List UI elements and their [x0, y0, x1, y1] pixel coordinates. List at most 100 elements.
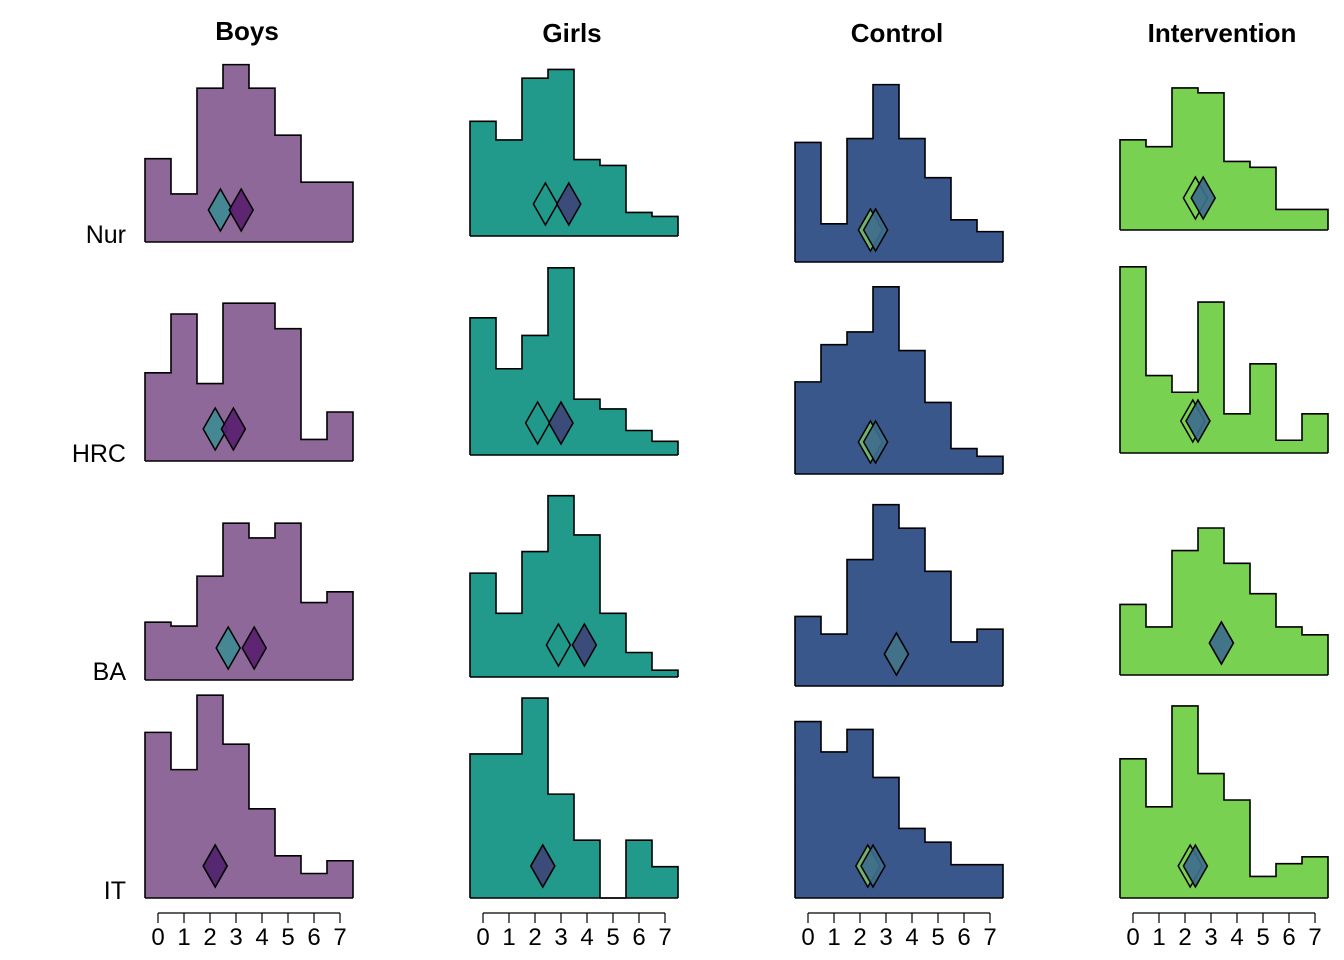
x-tick-label-control-0: 0	[801, 924, 814, 951]
panel-girls-it	[469, 697, 679, 899]
histogram-outline-intervention-it	[1119, 705, 1329, 898]
x-tick-label-girls-0: 0	[476, 924, 489, 951]
x-tick-label-control-2: 2	[853, 924, 866, 951]
histogram-area-boys-hrc	[145, 303, 353, 461]
column-titles: Boys Girls Control Intervention	[215, 16, 1296, 48]
row-label-ba: BA	[93, 658, 127, 686]
histogram-outline-girls-ba	[469, 494, 679, 677]
row-label-hrc: HRC	[72, 440, 126, 468]
x-tick-label-girls-6: 6	[632, 924, 645, 951]
histogram-panels	[144, 63, 1329, 899]
mean-marker-girls-ba-a	[545, 622, 572, 668]
mean-marker-control-ba-b	[883, 631, 910, 677]
x-tick-label-control-5: 5	[931, 924, 944, 951]
x-tick-label-girls-3: 3	[554, 924, 567, 951]
mean-marker-girls-hrc-a	[524, 400, 551, 446]
histogram-outline-intervention-ba	[1119, 527, 1329, 675]
x-tick-label-girls-1: 1	[502, 924, 515, 951]
histogram-outline-control-it	[794, 720, 1004, 898]
row-labels: Nur HRC BA IT	[72, 221, 126, 905]
x-tick-label-girls-5: 5	[606, 924, 619, 951]
panel-boys-ba	[144, 522, 354, 681]
mean-marker-boys-hrc-b	[220, 406, 247, 452]
x-tick-label-boys-5: 5	[281, 924, 294, 951]
x-tick-label-girls-2: 2	[528, 924, 541, 951]
panel-control-it	[794, 720, 1004, 899]
panel-girls-hrc	[469, 267, 679, 456]
histogram-outline-control-nur	[794, 83, 1004, 262]
mean-marker-intervention-hrc-b	[1185, 398, 1211, 444]
mean-marker-boys-ba-b	[241, 625, 268, 671]
mean-marker-boys-nur-b	[228, 187, 255, 233]
mean-marker-intervention-nur-b	[1190, 175, 1217, 221]
panel-intervention-hrc	[1119, 266, 1329, 454]
histogram-outline-boys-it	[144, 694, 354, 898]
panel-boys-hrc	[144, 302, 354, 462]
mean-marker-control-it-b	[860, 843, 886, 889]
histogram-outline-intervention-nur	[1119, 87, 1329, 230]
x-tick-label-boys-0: 0	[151, 924, 164, 951]
mean-marker-control-nur-b	[862, 207, 889, 253]
mean-marker-girls-ba-b	[571, 622, 598, 668]
row-label-it: IT	[104, 877, 126, 905]
x-tick-label-boys-2: 2	[203, 924, 216, 951]
mean-marker-boys-ba-a	[215, 625, 242, 671]
x-tick-label-intervention-7: 7	[1308, 924, 1321, 951]
column-title-boys: Boys	[215, 16, 279, 46]
x-tick-label-control-7: 7	[983, 924, 996, 951]
histogram-outline-intervention-hrc	[1119, 266, 1329, 453]
histogram-outline-control-hrc	[794, 286, 1004, 474]
x-tick-label-intervention-5: 5	[1256, 924, 1269, 951]
mean-marker-girls-nur-b	[555, 181, 582, 227]
histogram-outline-control-ba	[794, 503, 1004, 686]
column-title-control: Control	[851, 18, 943, 48]
x-tick-label-intervention-1: 1	[1152, 924, 1165, 951]
mean-marker-girls-hrc-b	[548, 400, 574, 446]
panel-girls-ba	[469, 494, 679, 678]
x-tick-label-boys-6: 6	[307, 924, 320, 951]
x-tick-label-control-3: 3	[879, 924, 892, 951]
mean-marker-intervention-it-b	[1182, 843, 1209, 889]
x-tick-label-control-4: 4	[905, 924, 918, 951]
x-tick-label-control-1: 1	[827, 924, 840, 951]
panel-intervention-nur	[1119, 87, 1329, 231]
histogram-outline-boys-nur	[144, 63, 354, 242]
x-tick-label-intervention-6: 6	[1282, 924, 1295, 951]
histogram-outline-girls-it	[469, 697, 679, 899]
panel-intervention-it	[1119, 705, 1329, 899]
x-tick-label-girls-4: 4	[580, 924, 593, 951]
histogram-outline-girls-hrc	[469, 267, 679, 455]
mean-marker-girls-nur-a	[532, 181, 559, 227]
x-tick-label-intervention-3: 3	[1204, 924, 1217, 951]
x-tick-label-girls-7: 7	[658, 924, 671, 951]
mean-marker-intervention-ba-b	[1208, 620, 1235, 666]
x-tick-label-intervention-2: 2	[1178, 924, 1191, 951]
histogram-area-intervention-it	[1120, 705, 1328, 898]
x-tick-label-intervention-0: 0	[1126, 924, 1139, 951]
x-tick-label-control-6: 6	[957, 924, 970, 951]
mean-marker-boys-hrc-a	[202, 406, 229, 452]
row-label-nur: Nur	[86, 221, 126, 249]
mean-marker-control-hrc-b	[862, 419, 889, 465]
histogram-outline-girls-nur	[469, 68, 679, 236]
mean-marker-girls-it-b	[529, 843, 556, 889]
column-title-intervention: Intervention	[1148, 18, 1297, 48]
panel-boys-it	[144, 694, 354, 899]
panel-boys-nur	[144, 63, 354, 243]
histogram-outline-boys-hrc	[144, 302, 354, 461]
x-tick-label-boys-4: 4	[255, 924, 268, 951]
panel-intervention-ba	[1119, 527, 1329, 676]
mean-marker-boys-it-b	[202, 843, 229, 889]
panel-control-ba	[794, 503, 1004, 687]
panel-control-hrc	[794, 286, 1004, 475]
x-tick-label-boys-1: 1	[177, 924, 190, 951]
x-tick-label-intervention-4: 4	[1230, 924, 1243, 951]
mean-marker-boys-nur-a	[207, 187, 234, 233]
panel-control-nur	[794, 83, 1004, 263]
